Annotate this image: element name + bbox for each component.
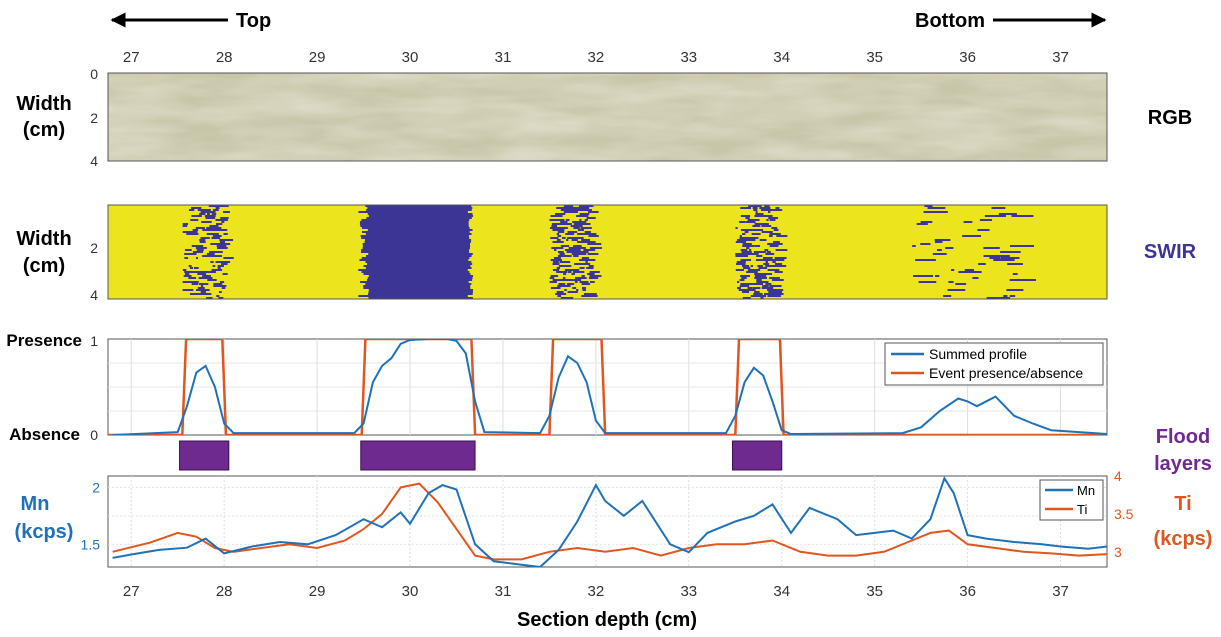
swir-band-0 [182,205,234,299]
top-x-tick-labels: 27 28 29 30 31 32 33 34 35 36 37 [123,49,1069,66]
mn-ytick-1-5: 1.5 [81,536,101,552]
swir-band-2 [549,205,602,299]
mn-ytick-2: 2 [92,479,100,495]
header: Top Bottom [110,10,1107,32]
swir-ytick-2: 2 [90,240,98,256]
legend-summed-label: Summed profile [929,346,1027,362]
presence-label: Presence [6,331,82,350]
bottom-x-tick-27: 27 [123,583,140,600]
top-x-tick-33: 33 [680,49,697,66]
presence-panel: 1 0 Presence Absence Summed profile Even… [6,331,1108,444]
top-x-tick-37: 37 [1052,49,1069,66]
legend-event-label: Event presence/absence [929,365,1083,381]
absence-label: Absence [9,425,80,444]
swir-background [108,205,1107,299]
bottom-x-tick-30: 30 [402,583,419,600]
mn-line [112,476,1107,567]
presence-ytick-1: 1 [90,333,98,349]
swir-frame [107,204,1108,300]
bottom-x-tick-labels: 27 28 29 30 31 32 33 34 35 36 37 [123,583,1069,600]
top-x-tick-36: 36 [959,49,976,66]
legend-mn-label: Mn [1077,483,1095,498]
ti-ytick-4: 4 [1114,468,1122,484]
rgb-ylabel-line2: (cm) [23,119,65,141]
swir-band-4 [912,205,1036,299]
bottom-x-tick-31: 31 [495,583,512,600]
rgb-ytick-0: 0 [90,66,98,82]
rgb-frame [107,72,1108,162]
rgb-ytick-2: 2 [90,110,98,126]
bottom-x-tick-37: 37 [1052,583,1069,600]
rgb-side-label: RGB [1148,107,1192,129]
top-x-tick-28: 28 [216,49,233,66]
ti-ylabel-line1: Ti [1174,493,1191,515]
swir-panel: 2 4 Width (cm) SWIR [16,204,1197,303]
bottom-x-tick-28: 28 [216,583,233,600]
presence-legend-box [884,342,1104,386]
ti-ytick-3-5: 3.5 [1114,506,1134,522]
bottom-label: Bottom [915,10,985,32]
swir-band-3 [735,205,788,299]
flood-layer-bar-0 [179,440,230,471]
ti-ytick-3: 3 [1114,544,1122,560]
top-x-tick-32: 32 [588,49,605,66]
bottom-x-tick-36: 36 [959,583,976,600]
top-x-tick-34: 34 [773,49,790,66]
mn-ti-legend-box [1039,479,1104,521]
presence-legend: Summed profile Event presence/absence [884,342,1104,386]
top-x-tick-27: 27 [123,49,140,66]
top-x-tick-31: 31 [495,49,512,66]
flood-layer-bar-2 [731,440,783,471]
bottom-x-tick-32: 32 [588,583,605,600]
rgb-ytick-4: 4 [90,153,98,169]
swir-ylabel-line2: (cm) [23,255,65,277]
mn-ylabel-line2: (kcps) [15,521,74,543]
swir-band-1 [358,205,474,299]
swir-ytick-4: 4 [90,287,98,303]
bottom-x-tick-33: 33 [680,583,697,600]
swir-features [182,205,1036,299]
swir-ylabel-line1: Width [16,228,71,250]
top-label: Top [236,10,271,32]
top-x-tick-29: 29 [309,49,326,66]
mn-axis-ticks: 1.5 2 [81,479,101,552]
mn-ti-frame [107,475,1108,568]
flood-label-line1: Flood [1156,426,1210,448]
rgb-texture [108,73,1107,161]
ti-axis-ticks: 3 3.5 4 [1114,468,1134,560]
swir-side-label: SWIR [1144,241,1197,263]
ti-line [112,482,1107,561]
flood-layer-bar-1 [360,440,476,471]
top-x-tick-35: 35 [866,49,883,66]
legend-ti-label: Ti [1077,502,1087,517]
ti-ylabel-line2: (kcps) [1154,528,1213,550]
x-axis-label: Section depth (cm) [517,609,697,631]
bottom-x-tick-29: 29 [309,583,326,600]
flood-layers: Flood layers [179,426,1212,475]
mn-ti-panel: 1.5 2 3 3.5 4 Mn (kcps) Ti (kcps) Mn Ti [15,468,1213,568]
rgb-ylabel-line1: Width [16,93,71,115]
flood-layer-bars [179,440,783,471]
mn-ylabel-line1: Mn [21,493,50,515]
mn-ti-legend: Mn Ti [1039,479,1104,521]
summed-profile-line [112,339,1107,435]
bottom-x-tick-35: 35 [866,583,883,600]
top-x-tick-30: 30 [402,49,419,66]
rgb-panel: 0 2 4 Width (cm) RGB [16,66,1192,169]
flood-label-line2: layers [1154,453,1212,475]
presence-ytick-0: 0 [90,427,98,443]
bottom-x-tick-34: 34 [773,583,790,600]
